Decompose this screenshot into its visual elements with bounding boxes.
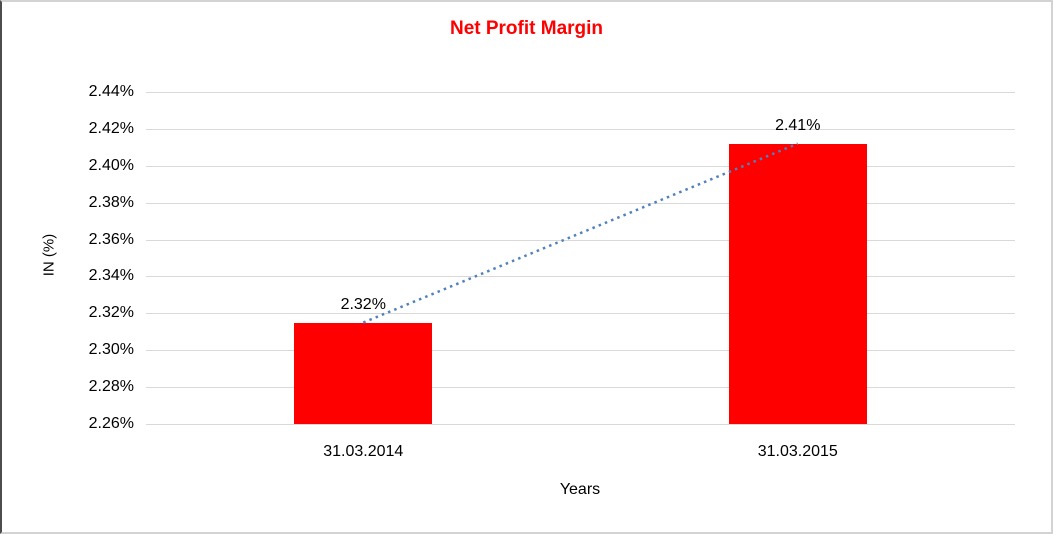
gridline — [146, 350, 1015, 352]
y-tick-label: 2.42% — [88, 119, 134, 137]
gridline — [146, 128, 1015, 130]
y-tick-label: 2.34% — [88, 267, 134, 285]
y-tick-label: 2.36% — [88, 230, 134, 248]
bar-31.03.2014[interactable] — [294, 322, 433, 424]
gridline — [146, 387, 1015, 389]
chart-title: Net Profit Margin — [449, 18, 604, 39]
x-tick-label: 31.03.2015 — [757, 443, 838, 460]
gridline — [146, 276, 1015, 278]
y-tick-label: 2.44% — [88, 83, 134, 100]
bar-data-label: 2.41% — [775, 116, 821, 134]
bar-data-label: 2.32% — [340, 295, 386, 313]
y-tick-label: 2.32% — [88, 304, 134, 322]
y-tick-label: 2.38% — [88, 193, 134, 211]
gridline — [146, 202, 1015, 204]
y-tick-label: 2.30% — [88, 341, 134, 359]
gridline — [146, 424, 1015, 425]
gridline — [146, 92, 1015, 93]
gridline — [146, 239, 1015, 241]
y-tick-label: 2.40% — [88, 156, 134, 174]
bar-31.03.2015[interactable] — [728, 143, 867, 424]
gridline — [146, 313, 1015, 315]
x-axis-title: Years — [559, 481, 601, 498]
x-tick-label: 31.03.2014 — [323, 443, 404, 460]
y-tick-label: 2.26% — [88, 415, 134, 432]
gridline — [146, 165, 1015, 167]
y-tick-label: 2.28% — [88, 378, 134, 396]
